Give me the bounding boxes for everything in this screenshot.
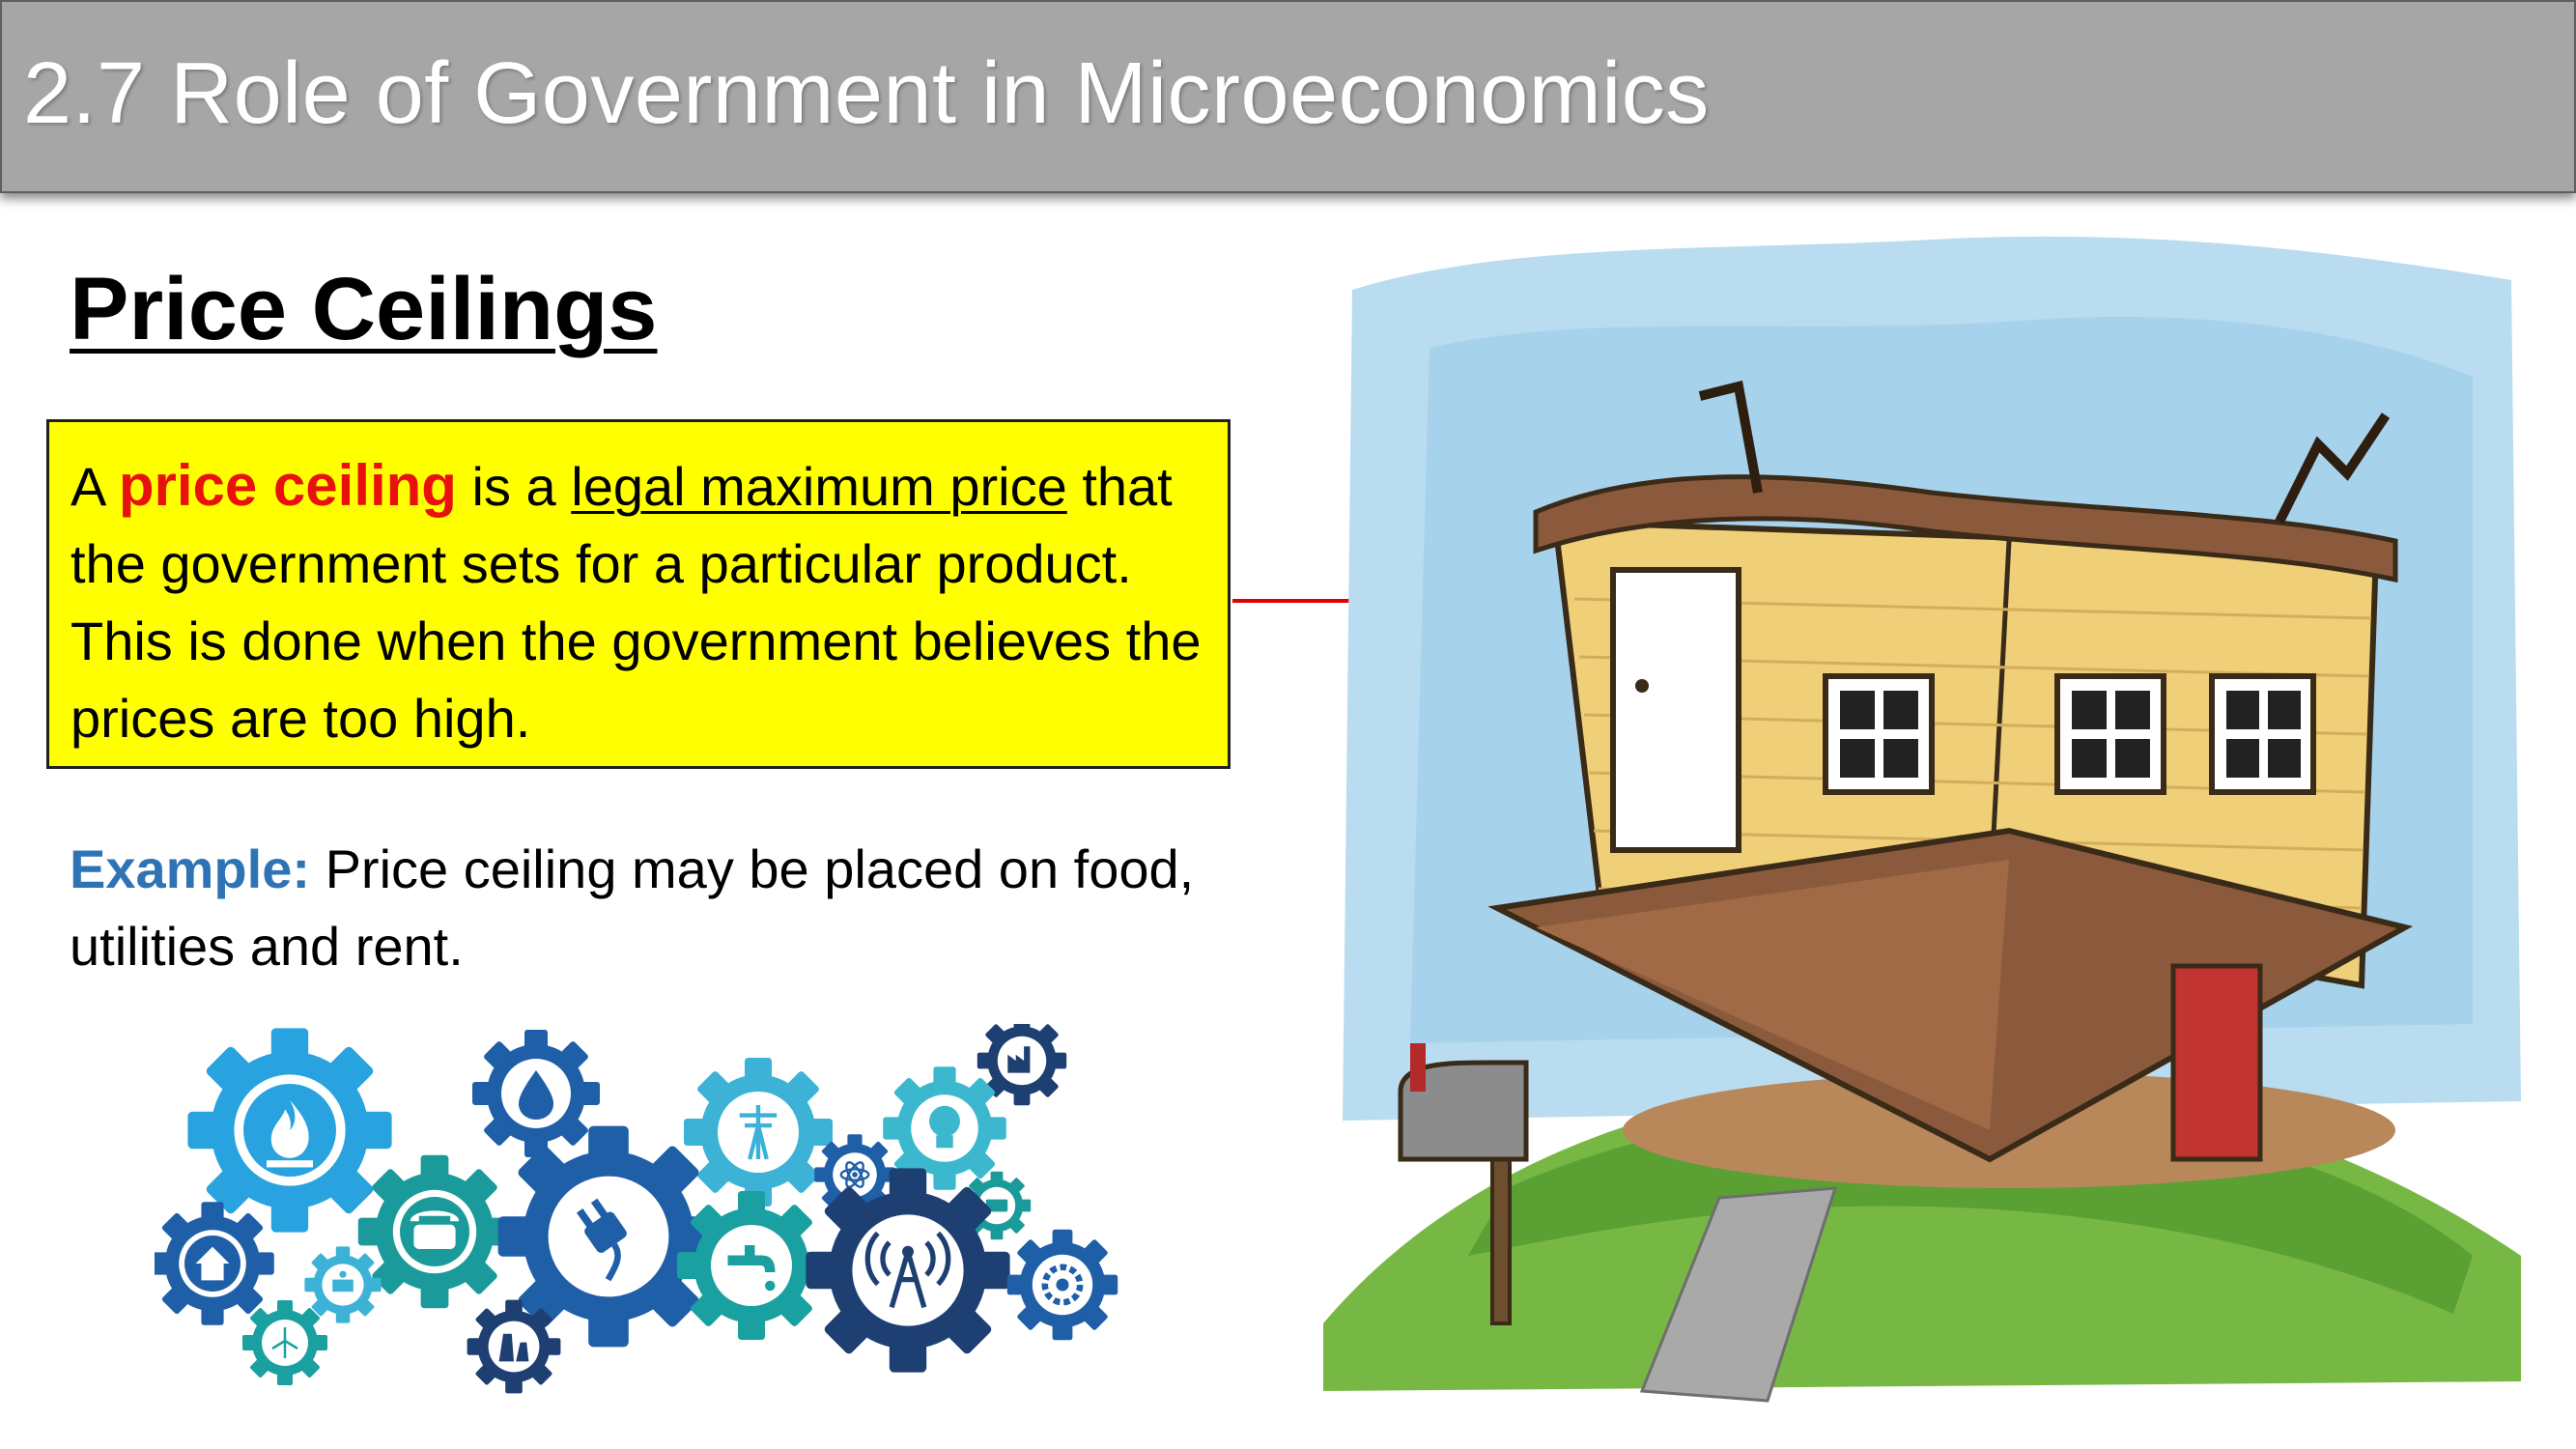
window-icon (1823, 673, 1935, 795)
power-line-icon (684, 1058, 833, 1207)
mailbox-icon (1398, 1043, 1529, 1325)
upside-down-house-illustration (1323, 236, 2521, 1403)
factory-icon (977, 1024, 1067, 1106)
nuclear-plant-icon (467, 1299, 561, 1394)
stone-path (1639, 1186, 1838, 1403)
faucet-icon (677, 1191, 826, 1340)
definition-mid: is a (471, 456, 556, 517)
utility-gears-graphic (155, 1024, 1118, 1394)
atom-icon (814, 1134, 895, 1215)
example-label: Example: (70, 838, 310, 899)
water-drop-icon (472, 1030, 600, 1157)
definition-term: price ceiling (118, 453, 457, 518)
section-title: Price Ceilings (70, 260, 658, 358)
slide-title: 2.7 Role of Government in Microeconomics (23, 45, 1710, 142)
window-icon (2054, 673, 2166, 795)
example-text: Example: Price ceiling may be placed on … (70, 831, 1229, 985)
home-icon (155, 1202, 274, 1325)
window-icon (2209, 673, 2316, 795)
definition-rest: that the government sets for a particula… (71, 456, 1202, 749)
chimney (2170, 963, 2263, 1162)
light-bulb-icon (883, 1066, 1006, 1190)
telephone-icon (357, 1154, 512, 1309)
flame-icon (187, 1028, 392, 1233)
example-body: Price ceiling may be placed on food, uti… (70, 838, 1195, 977)
battery-icon (962, 1171, 1032, 1240)
plug-icon (497, 1125, 720, 1348)
gear-icon (1006, 1229, 1118, 1341)
radio-tower-icon (806, 1168, 1010, 1373)
slide-header: 2.7 Role of Government in Microeconomics (0, 0, 2576, 193)
house-top-dirt (1533, 474, 2398, 583)
definition-prefix: A (71, 456, 104, 517)
door-icon (1610, 567, 1741, 853)
definition-box: A price ceiling is a legal maximum price… (46, 419, 1231, 769)
definition-legal-phrase: legal maximum price (571, 456, 1067, 517)
wind-turbine-icon (242, 1300, 327, 1385)
solar-panel-icon (304, 1246, 382, 1323)
roots (1698, 380, 2391, 525)
